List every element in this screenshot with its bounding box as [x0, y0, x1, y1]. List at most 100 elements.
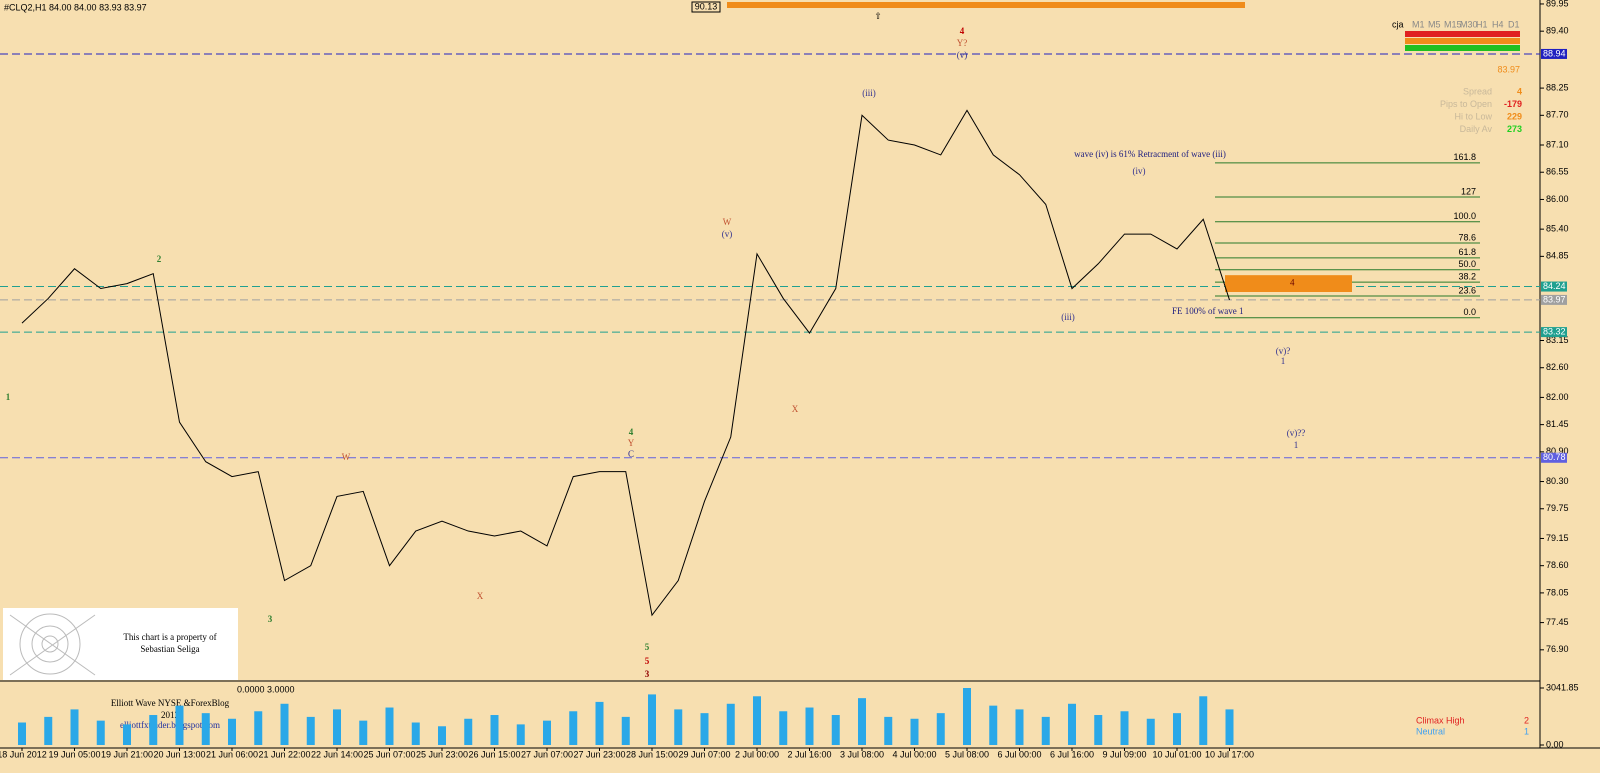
wave-label: 5 [645, 642, 650, 652]
y-tick-label: 0.00 [1546, 739, 1564, 749]
y-tick-label: 85.40 [1546, 224, 1569, 234]
volume-bar [385, 707, 394, 745]
volume-bar [1225, 709, 1234, 745]
annotation: FE 100% of wave 1 [1172, 306, 1244, 316]
volume-bar [306, 716, 315, 745]
wave-label: (iv) [1133, 166, 1146, 176]
level-box [1541, 327, 1567, 338]
zone [1225, 275, 1352, 292]
x-tick-label: 27 Jun 07:00 [521, 749, 573, 759]
level-label: 88.94 [1543, 48, 1566, 58]
watermark-text: 2012 [161, 710, 179, 720]
timeframe: H4 [1492, 19, 1504, 29]
volume-bar [989, 705, 998, 745]
volume-bar [1068, 703, 1076, 745]
info-label: Pips to Open [1440, 99, 1492, 109]
volume-bar [201, 713, 210, 745]
x-tick-label: 2 Jul 16:00 [787, 749, 831, 759]
timeframe: M1 [1412, 19, 1425, 29]
volume-bar [884, 716, 893, 745]
x-tick-label: 6 Jul 16:00 [1050, 749, 1094, 759]
level-label: 83.32 [1543, 326, 1566, 336]
info-label: Spread [1463, 86, 1492, 96]
fib-label: 161.8 [1453, 152, 1476, 162]
fib-label: 100.0 [1453, 211, 1476, 221]
y-tick-label: 88.25 [1546, 82, 1569, 92]
x-tick-label: 4 Jul 00:00 [892, 749, 936, 759]
y-tick-label: 76.90 [1546, 644, 1569, 654]
y-tick-label: 84.85 [1546, 251, 1569, 261]
timeframe: M5 [1428, 19, 1441, 29]
signal-row [1405, 45, 1520, 51]
wave-label: 3 [645, 669, 650, 679]
level-box [1541, 294, 1567, 305]
wave-label: 1 [1281, 356, 1286, 366]
watermark-box [3, 608, 238, 680]
header: #CLQ2,H1 84.00 84.00 83.93 83.97 [4, 2, 147, 12]
x-tick-label: 22 Jun 14:00 [311, 749, 363, 759]
info-label: Daily Av [1460, 124, 1493, 134]
volume-bar [910, 718, 919, 745]
legend-count: 2 [1524, 715, 1529, 725]
timeframe: D1 [1508, 19, 1520, 29]
x-tick-label: 25 Jun 07:00 [363, 749, 415, 759]
watermark-text: This chart is a property of [123, 632, 216, 642]
wave-label: (iii) [862, 88, 876, 98]
volume-bar [333, 709, 341, 745]
volume-bar [779, 711, 788, 745]
info-price: 83.97 [1497, 64, 1520, 74]
watermark-text: Sebastian Seliga [140, 644, 199, 654]
volume-bar [1041, 716, 1050, 745]
wave-label: 3 [268, 614, 273, 624]
volume-bar [1094, 715, 1103, 745]
fib-label: 23.6 [1458, 285, 1476, 295]
volume-bar [805, 707, 814, 745]
fib-label: 78.6 [1458, 232, 1476, 242]
wave-label: W [342, 452, 351, 462]
legend-count: 1 [1524, 726, 1529, 736]
watermark-text: elliottfxtrader.blogspot.com [120, 720, 220, 730]
y-tick-label: 78.05 [1546, 587, 1569, 597]
level-label: 80.78 [1543, 452, 1566, 462]
volume-bar [490, 715, 499, 745]
y-tick-label: 87.70 [1546, 110, 1569, 120]
volume-bar [96, 720, 105, 745]
volume-bar [595, 701, 604, 745]
watermark-text: Elliott Wave NYSE &ForexBlog [111, 698, 230, 708]
volume-bar [1120, 711, 1129, 745]
y-tick-label: 86.00 [1546, 194, 1569, 204]
volume-bar [18, 722, 26, 745]
x-tick-label: 19 Jun 21:00 [101, 749, 153, 759]
y-tick-label: 82.00 [1546, 392, 1569, 402]
volume-header: 0.0000 3.0000 [237, 684, 295, 694]
volume-bar [516, 724, 525, 745]
info-label: Hi to Low [1454, 111, 1492, 121]
volume-bar [359, 720, 368, 745]
x-tick-label: 21 Jun 06:00 [206, 749, 258, 759]
volume-bar [543, 720, 551, 745]
volume-bar [149, 715, 158, 745]
volume-bar [700, 713, 709, 745]
x-tick-label: 28 Jun 15:00 [626, 749, 678, 759]
y-tick-label: 81.45 [1546, 419, 1569, 429]
signal-row [1405, 38, 1520, 44]
x-tick-label: 18 Jun 2012 [0, 749, 47, 759]
y-tick-label: 79.75 [1546, 503, 1569, 513]
wave-label: X [792, 404, 799, 414]
y-tick-label: 78.60 [1546, 560, 1569, 570]
x-tick-label: 29 Jun 07:00 [678, 749, 730, 759]
y-tick-label: 89.40 [1546, 26, 1569, 36]
wave-label: Y? [957, 38, 968, 48]
wave-label: W [723, 217, 732, 227]
level-box [1541, 281, 1567, 292]
legend-name: Neutral [1416, 726, 1445, 736]
wave-label: (iii) [1061, 312, 1075, 322]
wave-label: 5 [645, 656, 650, 666]
volume-bar [726, 703, 735, 745]
y-tick-label: 86.55 [1546, 167, 1569, 177]
y-tick-label: 87.10 [1546, 139, 1569, 149]
volume-bar [1146, 718, 1155, 745]
signal-row [1405, 31, 1520, 37]
